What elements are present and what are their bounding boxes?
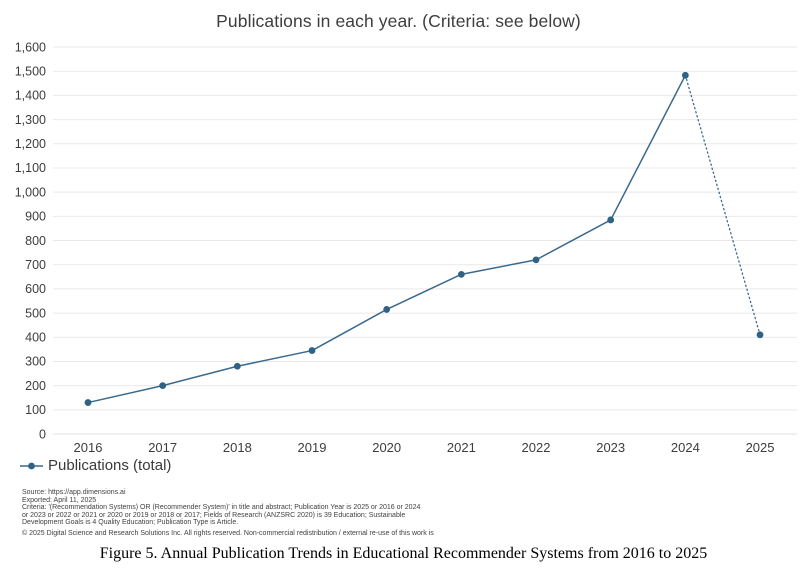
- svg-text:100: 100: [25, 403, 46, 417]
- svg-text:2019: 2019: [298, 440, 327, 455]
- svg-text:700: 700: [25, 258, 46, 272]
- svg-text:1,600: 1,600: [15, 40, 46, 54]
- legend-marker-icon: [20, 462, 43, 469]
- svg-text:1,000: 1,000: [15, 185, 46, 199]
- svg-text:800: 800: [25, 234, 46, 248]
- chart-footnote: Source: https://app.dimensions.ai Export…: [22, 489, 426, 527]
- svg-text:300: 300: [25, 355, 46, 369]
- footnote-exported: Exported: April 11, 2025: [22, 496, 97, 504]
- svg-text:1,400: 1,400: [15, 89, 46, 103]
- svg-text:1,200: 1,200: [15, 137, 46, 151]
- svg-text:2018: 2018: [223, 440, 252, 455]
- svg-text:1,300: 1,300: [15, 113, 46, 127]
- svg-text:400: 400: [25, 331, 46, 345]
- svg-text:1,500: 1,500: [15, 64, 46, 78]
- svg-text:2020: 2020: [372, 440, 401, 455]
- footnote-criteria: Criteria: '(Recommendation Systems) OR (…: [22, 504, 421, 527]
- svg-text:0: 0: [39, 427, 46, 441]
- chart-title: Publications in each year. (Criteria: se…: [216, 11, 581, 31]
- svg-text:2024: 2024: [671, 440, 700, 455]
- svg-text:2021: 2021: [447, 440, 476, 455]
- svg-text:2023: 2023: [596, 440, 625, 455]
- svg-text:900: 900: [25, 210, 46, 224]
- svg-text:2017: 2017: [148, 440, 177, 455]
- svg-text:500: 500: [25, 306, 46, 320]
- svg-text:2025: 2025: [746, 440, 775, 455]
- publications-line-chart: 0 100 200 300 400 500 600 700 800 900 1,000 1,100 1,…: [15, 40, 797, 455]
- legend-label: Publications (total): [48, 457, 172, 474]
- footnote-source: Source: https://app.dimensions.ai: [22, 489, 126, 496]
- svg-text:2022: 2022: [522, 440, 551, 455]
- svg-text:600: 600: [25, 282, 46, 296]
- svg-text:2016: 2016: [74, 440, 103, 455]
- chart-legend: Publications (total): [20, 457, 171, 474]
- copyright-notice: © 2025 Digital Science and Research Solu…: [22, 530, 434, 537]
- figure-caption: Figure 5. Annual Publication Trends in E…: [99, 545, 708, 562]
- svg-text:200: 200: [25, 379, 46, 393]
- svg-text:1,100: 1,100: [15, 161, 46, 175]
